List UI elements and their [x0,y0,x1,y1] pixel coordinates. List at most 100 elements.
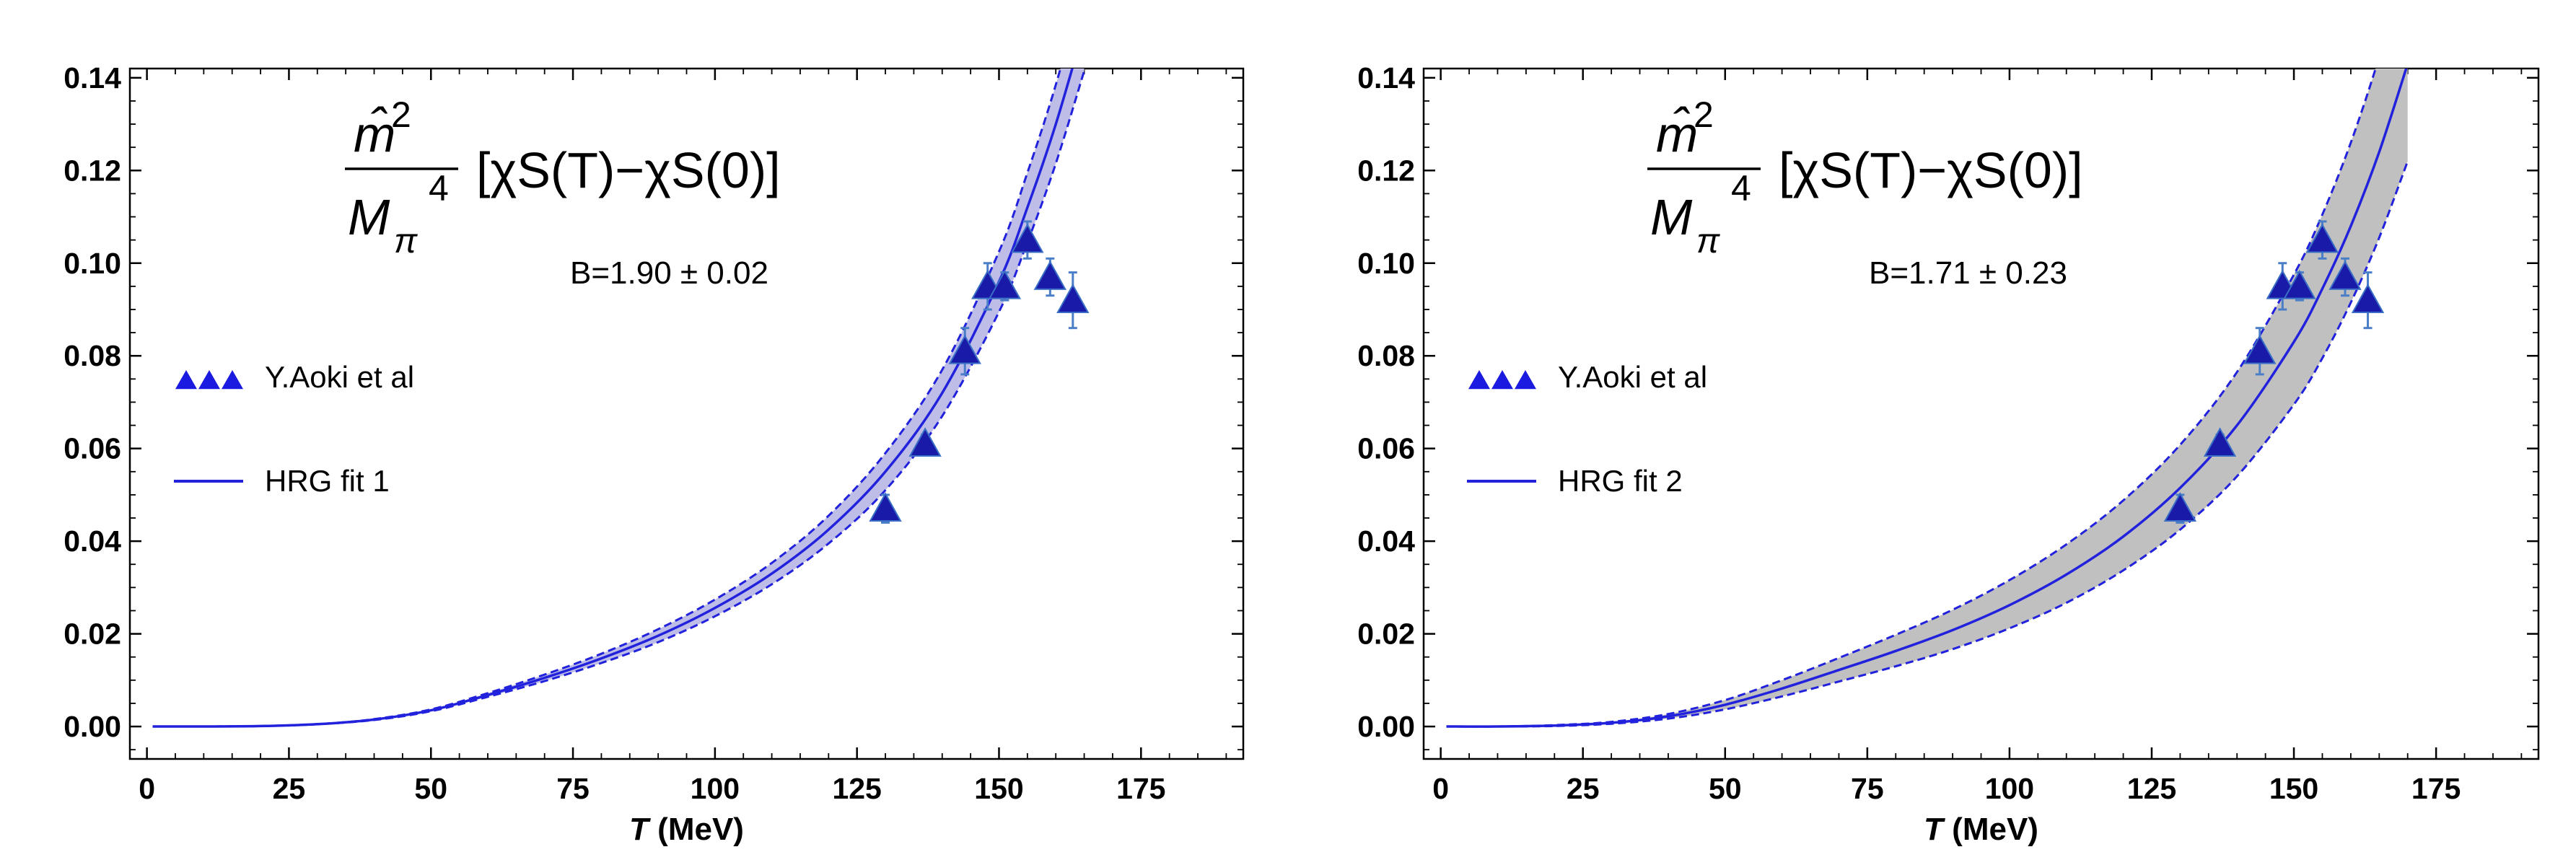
x-tick-label: 50 [1709,772,1742,805]
legend-marker-triangle [175,370,197,390]
formula-denominator-sub: π [1696,222,1720,260]
data-point-marker [2203,427,2237,457]
y-tick-label: 0.08 [63,339,121,372]
y-tick-label: 0.06 [63,432,121,465]
formula-bracket-expression: [χS(T)−χS(0)] [476,142,781,198]
data-point-marker [2305,223,2339,253]
data-point-marker [1033,260,1067,290]
data-point-marker [1056,284,1090,313]
data-point [2163,492,2197,524]
data-point [988,269,1022,302]
y-tick-label: 0.02 [1357,618,1415,651]
formula-denominator: M [1650,189,1693,245]
y-tick-label: 0.10 [1357,247,1415,280]
data-point-marker [2163,492,2197,522]
x-axis-title-unit: (MeV) [649,812,744,847]
x-tick-label: 125 [832,772,881,805]
data-point [2329,257,2362,297]
x-tick-label: 100 [691,772,740,805]
data-point-marker [948,334,981,364]
data-point [948,327,981,376]
x-tick-label: 150 [2269,772,2318,805]
data-point [869,492,902,524]
data-point-marker [1011,223,1044,253]
y-tick-label: 0.04 [1357,524,1415,558]
legend-label-data: Y.Aoki et al [265,360,414,394]
x-tick-label: 50 [414,772,447,805]
x-axis-title-unit: (MeV) [1943,812,2038,847]
data-point-marker [2351,284,2385,313]
x-axis-title: T (MeV) [1924,812,2038,847]
formula-denominator-sup: 4 [1731,168,1751,208]
y-tick-label: 0.14 [63,61,121,95]
y-tick-label: 0.12 [1357,154,1415,187]
data-point [2283,269,2316,302]
legend: Y.Aoki et al HRG fit 1 [174,360,414,498]
x-tick-label: 25 [1567,772,1600,805]
chart-panel-left: 0 25 50 75 100 125 150 175 0.00 0.02 0.04 0.06 0.08 0… [63,61,1245,847]
x-tick-label: 75 [556,772,590,805]
data-point-marker [2283,269,2316,299]
y-tick-label: 0.02 [63,618,121,651]
y-tick-label: 0.14 [1357,61,1415,95]
formula-denominator-sub: π [394,222,418,260]
chart-panel-right: 0 25 50 75 100 125 150 175 0.00 0.02 0.04 0.06 0.08 0… [1357,61,2540,847]
y-tick-label: 0.06 [1357,432,1415,465]
formula-numerator-sup: 2 [1694,95,1714,135]
band-upper-line [1446,69,2377,728]
formula-numerator-sup: 2 [391,95,411,135]
formula-bracket-expression: [χS(T)−χS(0)] [1779,142,2083,198]
data-point [1033,257,1067,297]
band-lower-line [1446,160,2409,728]
data-point [1011,220,1044,260]
data-point [1056,271,1090,330]
data-point-marker [869,492,902,522]
y-tick-label: 0.10 [63,247,121,280]
x-axis-title-symbol: T [1924,812,1945,847]
data-point [2203,427,2237,457]
x-tick-label: 125 [2127,772,2176,805]
x-tick-label: 0 [1432,772,1449,805]
y-tick-label: 0.08 [1357,339,1415,372]
y-tick-label: 0.12 [63,154,121,187]
fit-curve [152,69,1074,728]
x-axis-title-symbol: T [629,812,651,847]
x-tick-label: 75 [1851,772,1884,805]
x-tick-label: 0 [139,772,155,805]
y-tick-label: 0.00 [1357,710,1415,743]
x-axis-title: T (MeV) [629,812,744,847]
x-tick-label: 175 [2411,772,2461,805]
data-point [2351,271,2385,330]
legend-label-data: Y.Aoki et al [1558,360,1707,394]
legend-label-fit: HRG fit 1 [265,464,390,498]
fit-parameter-label: B=1.71 ± 0.23 [1869,255,2067,291]
formula-numerator: m̂ [354,106,395,162]
formula-denominator: M [348,189,390,245]
legend-label-fit: HRG fit 2 [1558,464,1683,498]
y-tick-label: 0.00 [63,710,121,743]
fit-parameter-label: B=1.90 ± 0.02 [570,255,768,291]
x-tick-label: 100 [1985,772,2034,805]
y-tick-label: 0.04 [63,524,121,558]
plot-area [1446,69,2409,728]
legend: Y.Aoki et al HRG fit 2 [1467,360,1707,498]
fit-curve [1446,69,2408,728]
x-tick-label: 25 [273,772,306,805]
data-point [2305,220,2339,260]
formula-title: m̂2 M π4 [χS(T)−χS(0)] [345,95,781,260]
data-point-marker [2243,334,2277,364]
x-tick-label: 175 [1116,772,1165,805]
data-point-marker [908,427,942,457]
plot-area [152,69,1090,728]
data-point [908,427,942,457]
data-point-marker [2329,260,2362,290]
legend-marker-triangle [1491,370,1513,390]
x-tick-label: 150 [974,772,1023,805]
legend-marker-triangle [1515,370,1536,390]
formula-numerator: m̂ [1656,106,1698,162]
formula-title: m̂2 M π4 [χS(T)−χS(0)] [1647,95,2083,260]
legend-marker-triangle [222,370,243,390]
legend-marker-triangle [1468,370,1490,390]
data-point [2243,327,2277,376]
